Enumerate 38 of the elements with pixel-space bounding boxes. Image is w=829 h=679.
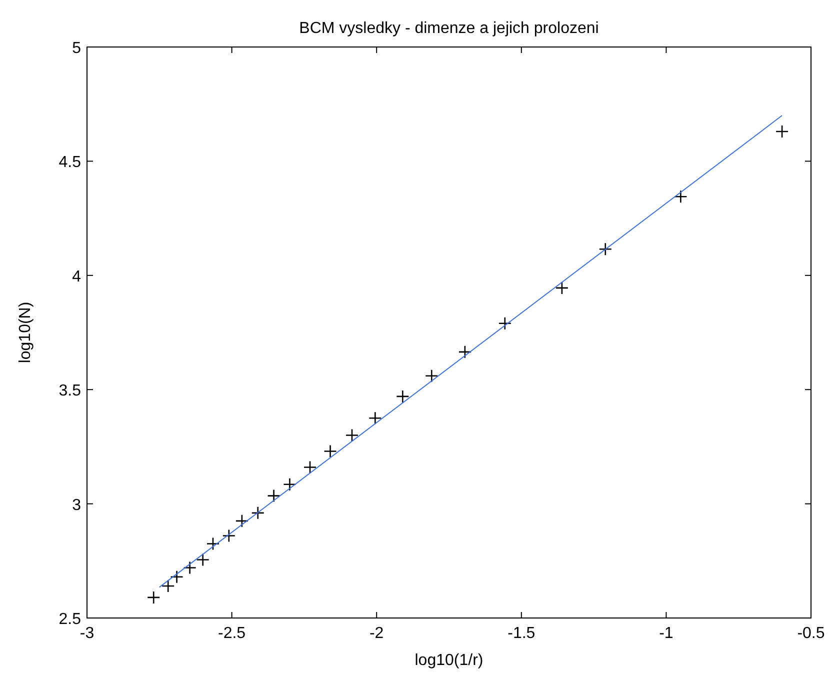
x-tick-label: -1 [659, 625, 674, 642]
point [251, 506, 265, 520]
point [267, 489, 280, 502]
point [555, 281, 569, 295]
point [303, 460, 317, 474]
point [324, 444, 337, 458]
chart-title: BCM vysledky - dimenze a jejich prolozeni [299, 20, 599, 37]
x-tick-label: -2.5 [218, 625, 246, 642]
point [222, 529, 236, 542]
point [368, 412, 382, 425]
point [146, 590, 160, 604]
point [598, 242, 612, 256]
point [206, 537, 220, 550]
y-tick-label: 5 [72, 40, 82, 57]
point [183, 561, 196, 574]
x-tick-label: -1.5 [508, 625, 536, 642]
x-tick-label: -0.5 [797, 625, 825, 642]
y-tick-label: 2.5 [58, 611, 82, 628]
point [674, 190, 688, 204]
y-tick-label: 3.5 [58, 382, 82, 400]
y-axis-title: log10(N) [17, 302, 34, 364]
y-tick-label: 3 [72, 496, 82, 514]
point [458, 345, 472, 359]
point [235, 514, 249, 528]
point [424, 369, 438, 383]
point [396, 390, 410, 404]
point [170, 570, 184, 584]
point [498, 316, 512, 330]
x-tick-label: -3 [80, 625, 94, 642]
point [283, 478, 296, 492]
point [345, 428, 359, 442]
point [775, 124, 789, 138]
x-tick-label: -2 [369, 625, 384, 642]
point [161, 579, 175, 593]
x-axis-title: log10(1/r) [414, 652, 484, 669]
y-tick-label: 4.5 [58, 154, 82, 172]
point [196, 553, 210, 566]
y-tick-label: 4 [72, 268, 82, 286]
